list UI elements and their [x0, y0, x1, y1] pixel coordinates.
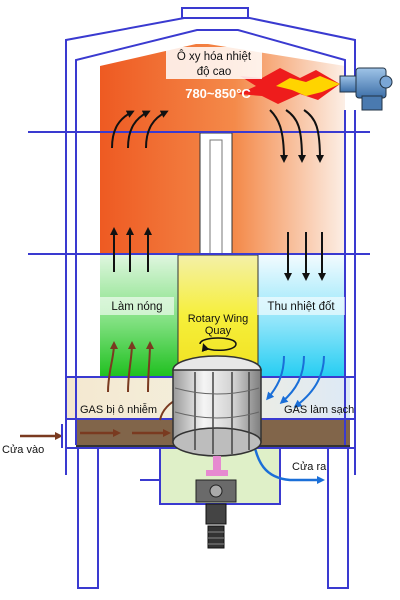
rotary-label: Rotary Wing	[188, 313, 249, 325]
outlet-label: Cửa ra	[292, 461, 327, 473]
roof-vent	[181, 7, 249, 19]
oxidation-label-box	[166, 47, 262, 79]
clean-gas-label: GAS làm sạch	[284, 404, 354, 416]
drive-motor	[195, 456, 237, 549]
burner-flame	[238, 68, 340, 104]
rotary-drum	[172, 355, 262, 457]
heating-label-box	[100, 297, 174, 315]
hot-falling-arrows	[269, 109, 324, 163]
polluted-rising-arrows	[107, 341, 154, 393]
central-column	[199, 132, 233, 259]
heat-recovery-bed	[258, 255, 345, 377]
inlet-flange	[61, 419, 67, 452]
heating-label: Làm nóng	[111, 301, 162, 313]
rotary-label-line2: Quay	[205, 325, 232, 337]
inlet-arrows	[20, 429, 171, 440]
inlet-label: Cửa vào	[2, 444, 44, 456]
rotation-indicator-icon	[199, 337, 237, 353]
mid-rising-arrows	[110, 227, 152, 272]
temperature-label: 780~850°C	[185, 86, 251, 101]
heat-recovery-label-box	[257, 297, 345, 315]
mid-falling-arrows	[284, 232, 326, 281]
heat-recovery-label: Thu nhiệt đốt	[267, 301, 335, 313]
clean-falling-arrows	[266, 355, 325, 408]
burner	[339, 67, 393, 111]
hot-rising-arrows	[111, 110, 169, 149]
polluted-gas-label: GAS bị ô nhiễm	[80, 403, 157, 416]
oxidation-label-line2: độ cao	[197, 66, 232, 78]
oxidation-label: Ô xy hóa nhiệt	[177, 50, 252, 63]
